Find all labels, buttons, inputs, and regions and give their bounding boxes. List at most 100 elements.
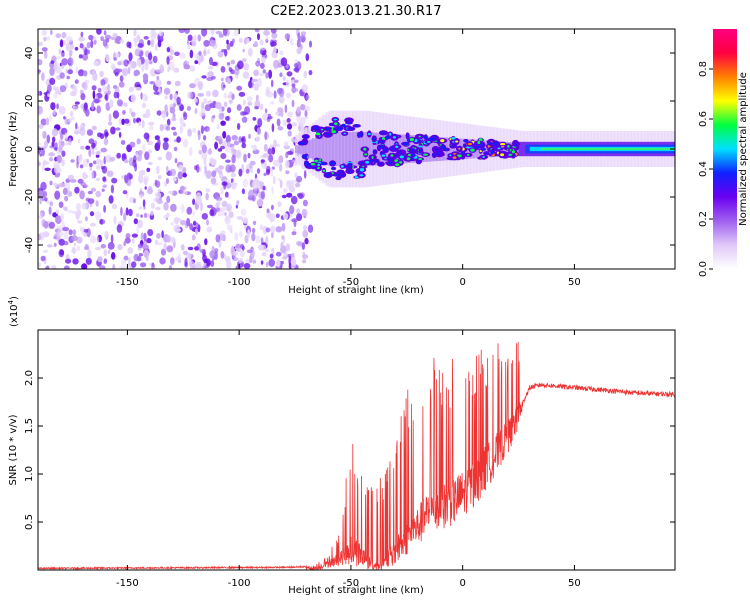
signal-blob-core: [347, 166, 351, 169]
signal-blob-core: [363, 147, 367, 151]
noise-speckle: [255, 136, 261, 142]
noise-speckle: [173, 176, 177, 182]
noise-speckle: [96, 158, 102, 165]
noise-speckle: [61, 58, 68, 66]
noise-speckle: [194, 108, 198, 114]
noise-speckle: [242, 99, 246, 106]
signal-blob-core: [326, 133, 330, 136]
noise-speckle: [38, 41, 44, 46]
signal-blob-core: [411, 148, 414, 152]
signal-blob-core: [440, 146, 446, 150]
noise-speckle: [180, 185, 185, 194]
noise-speckle: [192, 220, 197, 226]
signal-blob-core: [406, 157, 411, 161]
noise-speckle: [210, 29, 215, 36]
band-core: [429, 136, 435, 162]
noise-speckle: [78, 54, 83, 59]
noise-speckle: [279, 163, 283, 172]
noise-speckle: [133, 155, 137, 163]
colorbar-tick-label: 0.8: [698, 61, 709, 77]
signal-blob-core: [418, 145, 423, 148]
noise-speckle: [65, 258, 72, 264]
noise-speckle: [133, 29, 137, 37]
noise-speckle: [224, 48, 228, 57]
noise-speckle: [291, 99, 295, 108]
signal-blob-core: [467, 153, 470, 156]
noise-speckle: [41, 72, 45, 81]
noise-speckle: [291, 231, 297, 236]
noise-speckle: [119, 39, 125, 44]
noise-speckle: [149, 81, 155, 85]
signal-blob-core: [500, 153, 505, 157]
noise-speckle: [222, 29, 228, 36]
signal-blob-core: [507, 144, 510, 148]
noise-speckle: [103, 248, 107, 257]
colorbar-tick-label: 0.0: [698, 261, 709, 277]
noise-speckle: [212, 89, 219, 98]
noise-speckle: [38, 142, 41, 146]
noise-speckle: [195, 196, 202, 205]
signal-blob-core: [418, 158, 423, 160]
noise-speckle: [294, 182, 301, 188]
noise-speckle: [53, 147, 58, 151]
noise-speckle: [241, 188, 245, 195]
noise-speckle: [128, 52, 133, 62]
noise-speckle: [84, 79, 90, 84]
noise-speckle: [166, 195, 171, 203]
noise-speckle: [264, 131, 268, 141]
noise-speckle: [78, 72, 84, 77]
noise-speckle: [169, 236, 176, 244]
noise-speckle: [260, 244, 266, 251]
noise-speckle: [210, 260, 215, 267]
noise-speckle: [192, 211, 196, 216]
noise-speckle: [288, 256, 292, 266]
band-core: [318, 135, 324, 163]
noise-speckle: [138, 58, 142, 68]
noise-speckle: [302, 251, 306, 257]
noise-speckle: [63, 241, 69, 246]
noise-speckle: [251, 79, 254, 83]
noise-speckle: [91, 85, 97, 91]
noise-speckle: [220, 207, 227, 212]
noise-speckle: [201, 75, 207, 79]
noise-speckle: [265, 261, 269, 268]
noise-speckle: [243, 263, 251, 269]
noise-speckle: [109, 99, 114, 109]
noise-speckle: [166, 47, 171, 53]
signal-blob-core: [487, 142, 493, 145]
noise-speckle: [111, 252, 116, 260]
noise-speckle: [133, 117, 136, 124]
noise-speckle: [64, 206, 68, 212]
noise-speckle: [296, 241, 303, 246]
noise-speckle: [53, 182, 58, 188]
noise-speckle: [81, 202, 88, 210]
noise-speckle: [284, 159, 290, 169]
signal-blob-core: [314, 159, 319, 163]
noise-speckle: [91, 125, 97, 131]
noise-speckle: [116, 152, 121, 159]
signal-blob-core: [482, 156, 485, 158]
noise-speckle: [80, 93, 86, 101]
noise-speckle: [258, 72, 266, 77]
band-core: [328, 131, 334, 167]
noise-speckle: [199, 248, 206, 254]
noise-speckle: [95, 190, 102, 198]
noise-speckle: [63, 116, 66, 120]
noise-speckle: [268, 69, 273, 79]
noise-speckle: [211, 170, 217, 178]
steady-band-center: [540, 148, 675, 150]
noise-speckle: [209, 57, 213, 66]
noise-speckle: [189, 261, 196, 269]
signal-blob-core: [310, 163, 316, 166]
x-tick-label: -150: [116, 578, 139, 589]
noise-speckle: [66, 75, 70, 80]
noise-speckle: [221, 81, 225, 91]
noise-speckle: [263, 29, 270, 36]
noise-speckle: [61, 150, 66, 157]
noise-speckle: [110, 184, 114, 194]
noise-speckle: [68, 229, 73, 236]
noise-speckle: [156, 110, 162, 116]
noise-speckle: [217, 148, 223, 152]
noise-speckle: [206, 204, 214, 209]
noise-speckle: [115, 127, 121, 131]
